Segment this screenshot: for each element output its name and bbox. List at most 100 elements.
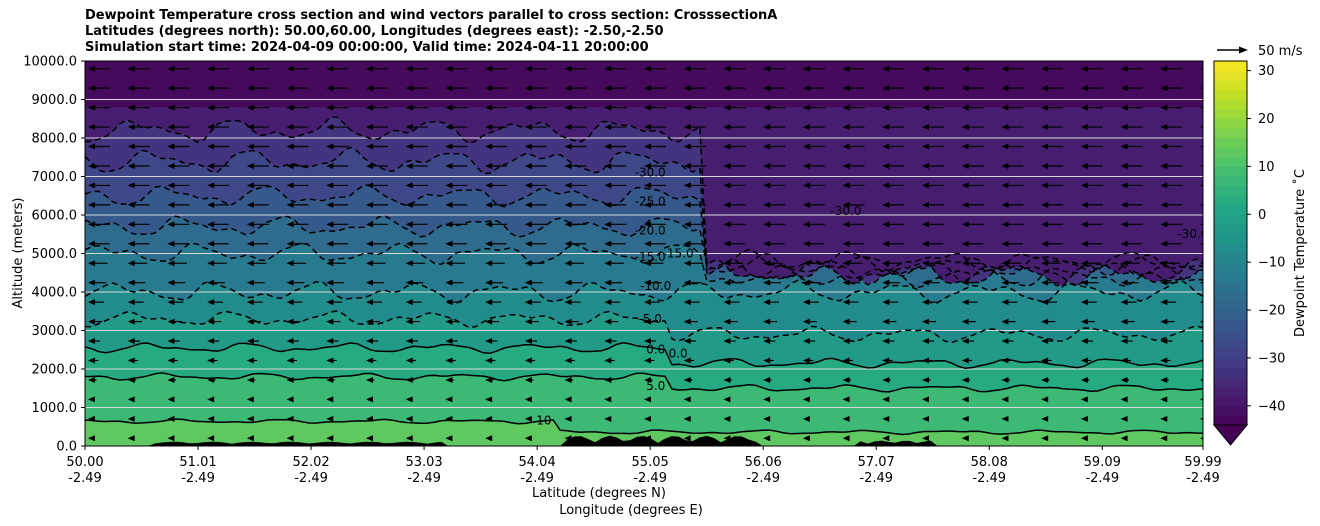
- wind-arrowhead: [802, 182, 810, 189]
- contour-line-6: [85, 215, 1203, 278]
- wind-arrowhead: [564, 221, 572, 228]
- wind-arrowhead: [246, 435, 254, 442]
- wind-arrowhead: [366, 279, 373, 286]
- wind-arrowhead: [524, 376, 532, 383]
- wind-arrowhead: [723, 85, 731, 92]
- wind-arrowhead: [882, 435, 890, 442]
- wind-arrowhead: [723, 376, 731, 383]
- wind-arrowhead: [763, 104, 771, 111]
- contour-labels: -30.0 -25.0 -20.0 -15.0-15.0 -10.0 -5.0 0.0 0.0…: [536, 166, 1203, 428]
- wind-arrowhead: [524, 221, 532, 228]
- wind-arrowhead: [604, 201, 612, 208]
- wind-arrowhead: [723, 396, 731, 403]
- x-tick-label-lon: -2.49: [1186, 471, 1220, 486]
- wind-arrowhead: [882, 240, 890, 247]
- y-tick-label: 2000.0: [32, 363, 78, 378]
- contour-label: -25.0: [635, 194, 666, 208]
- wind-arrowhead: [1120, 318, 1128, 325]
- wind-arrowhead: [167, 279, 175, 286]
- wind-arrowhead: [88, 162, 95, 169]
- wind-arrowhead: [1200, 261, 1203, 265]
- wind-arrowhead: [922, 415, 929, 422]
- wind-arrowhead: [961, 299, 969, 306]
- wind-arrowhead: [723, 162, 731, 169]
- wind-arrowhead: [842, 182, 850, 189]
- wind-arrowhead: [524, 279, 532, 286]
- wind-arrowhead: [405, 124, 413, 131]
- wind-arrowhead: [1200, 223, 1203, 226]
- wind-arrowhead: [1001, 104, 1009, 111]
- wind-arrowhead: [246, 240, 254, 247]
- wind-arrowhead: [961, 65, 969, 72]
- wind-arrowhead: [723, 182, 731, 189]
- wind-arrowhead: [802, 65, 810, 72]
- wind-arrowhead: [366, 396, 373, 403]
- colorbar-segment: [1214, 156, 1247, 167]
- wind-arrowhead: [366, 85, 373, 92]
- wind-arrowhead: [882, 182, 890, 189]
- colorbar-segment: [1214, 310, 1247, 321]
- wind-arrowhead: [524, 396, 532, 403]
- wind-arrowhead: [922, 85, 929, 92]
- wind-arrowhead: [1080, 221, 1088, 228]
- wind-arrowhead: [405, 104, 413, 111]
- wind-arrowhead: [1001, 240, 1009, 247]
- wind-arrowhead: [286, 201, 294, 208]
- wind-arrowhead: [326, 318, 334, 325]
- y-tick-label: 6000.0: [32, 209, 78, 224]
- wind-arrowhead: [485, 260, 493, 267]
- x-tick-label-lon: -2.49: [1085, 471, 1119, 486]
- wind-arrowhead: [88, 396, 95, 403]
- wind-arrowhead: [1200, 339, 1203, 343]
- wind-arrowhead: [763, 124, 771, 131]
- wind-arrowhead: [366, 162, 373, 169]
- wind-arrowhead: [1120, 85, 1128, 92]
- wind-arrowhead: [326, 299, 334, 306]
- wind-arrowhead: [326, 260, 334, 267]
- wind-arrowhead: [644, 85, 651, 92]
- wind-arrowhead: [882, 162, 890, 169]
- wind-arrowhead: [644, 221, 651, 228]
- wind-arrowhead: [683, 162, 691, 169]
- colorbar-segment: [1214, 367, 1247, 378]
- wind-arrowhead: [604, 299, 612, 306]
- wind-arrowhead: [127, 299, 135, 306]
- wind-arrowhead: [246, 104, 254, 111]
- wind-arrowhead: [683, 279, 691, 286]
- wind-arrowhead: [286, 162, 294, 169]
- wind-arrowhead: [405, 338, 413, 345]
- colorbar-segment: [1214, 128, 1247, 139]
- wind-arrowhead: [802, 279, 810, 286]
- wind-arrowhead: [485, 318, 493, 325]
- wind-arrowhead: [1200, 125, 1203, 129]
- wind-arrowhead: [366, 376, 373, 383]
- colorbar-segment: [1214, 70, 1247, 81]
- wind-arrowhead: [1041, 435, 1049, 442]
- wind-arrowhead: [1001, 435, 1009, 442]
- wind-arrowhead: [88, 376, 95, 383]
- wind-arrowhead: [1200, 300, 1203, 304]
- wind-arrowhead: [207, 124, 215, 131]
- wind-arrowhead: [1080, 240, 1088, 247]
- wind-arrowhead: [485, 124, 493, 131]
- colorbar: 30 20 10 0 −10 −20 −30 −40: [1212, 60, 1285, 446]
- wind-arrowhead: [445, 260, 453, 267]
- colorbar-segment: [1214, 175, 1247, 187]
- wind-arrowhead: [524, 143, 532, 150]
- wind-arrowhead: [88, 85, 95, 92]
- x-axis-label: Latitude (degrees N): [532, 486, 666, 501]
- wind-arrowhead: [1200, 86, 1203, 90]
- contour-line-8: [85, 146, 1203, 287]
- wind-arrowhead: [723, 299, 731, 306]
- wind-arrowhead: [604, 182, 612, 189]
- wind-arrowhead: [445, 415, 453, 422]
- wind-arrowhead: [1001, 396, 1009, 403]
- contour-label: -10.0: [640, 279, 671, 293]
- wind-arrowhead: [723, 435, 731, 442]
- wind-arrowhead: [644, 201, 651, 208]
- quiver-key: 50 m/s: [1217, 44, 1303, 59]
- wind-arrowhead: [1160, 221, 1168, 228]
- wind-arrowhead: [207, 182, 215, 189]
- wind-arrowhead: [842, 85, 850, 92]
- wind-arrowhead: [405, 221, 413, 228]
